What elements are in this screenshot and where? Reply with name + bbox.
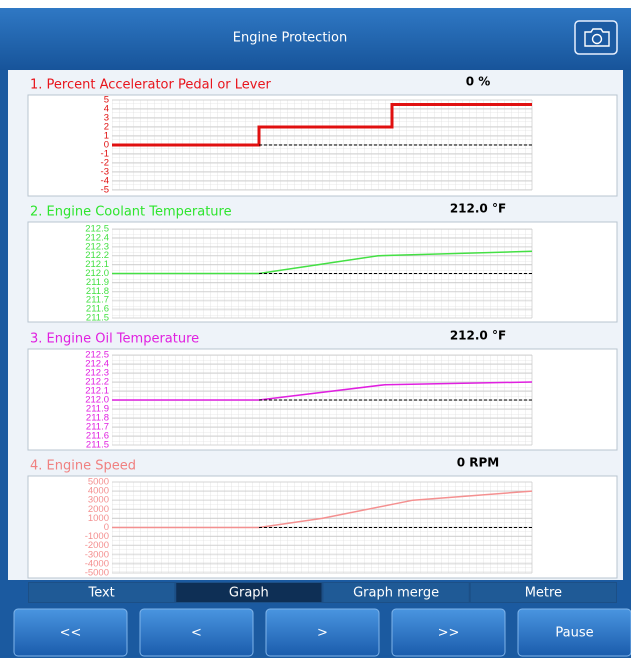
y-tick-label: -5000 — [85, 568, 109, 579]
y-tick-label: 4000 — [88, 486, 109, 497]
button-bg[interactable] — [265, 608, 380, 657]
button-label[interactable]: << — [60, 626, 82, 641]
nav-button[interactable]: << — [13, 608, 128, 657]
tab[interactable]: Graph merge — [323, 583, 469, 602]
data-line — [112, 250, 533, 275]
y-tick-label: 212.5 — [85, 350, 109, 361]
tab-label[interactable]: Graph — [229, 586, 269, 601]
y-tick-label: -5 — [101, 185, 109, 196]
y-tick-label: 1000 — [88, 513, 109, 524]
data-line — [112, 381, 533, 401]
tab[interactable]: Text — [29, 583, 175, 602]
nav-button[interactable]: < — [139, 608, 254, 657]
chart-panel: 1. Percent Accelerator Pedal or Lever 0 %… — [27, 75, 618, 197]
charts: 1. Percent Accelerator Pedal or Lever 0 %… — [27, 75, 618, 579]
readout: 0 RPM — [457, 456, 500, 470]
readout: 212.0 °F — [450, 202, 506, 216]
y-tick-label: -1 — [101, 149, 109, 160]
y-tick-label: 212.4 — [85, 232, 109, 243]
header-title: Engine Protection — [233, 31, 347, 46]
tab[interactable]: Graph — [176, 583, 322, 602]
tab-bg[interactable] — [323, 583, 469, 602]
y-tick-label: 5 — [104, 95, 109, 106]
camera-icon — [584, 28, 610, 47]
y-tick-label: 211.7 — [86, 295, 109, 306]
y-tick-label: 0 — [104, 140, 109, 151]
y-tick-label: 3000 — [88, 495, 109, 506]
y-tick-label: -3 — [101, 167, 109, 178]
y-tick-label: 212.5 — [85, 224, 109, 235]
chart-panel: 3. Engine Oil Temperature 212.0 °F211.521… — [27, 329, 618, 451]
header-bar — [0, 8, 631, 70]
y-tick-label: 211.6 — [86, 304, 109, 315]
y-tick-label: 212.4 — [85, 359, 109, 370]
chart-panel: 2. Engine Coolant Temperature 212.0 °F 211… — [27, 202, 618, 324]
y-tick-label: -2 — [101, 158, 109, 169]
chart-panel: 4. Engine Speed 0 RPM -5000-4000-3000-2000… — [27, 456, 618, 579]
chart-title: 3. Engine Oil Temperature — [30, 332, 199, 347]
y-tick-label: 212.1 — [85, 386, 109, 397]
nav-button[interactable]: > — [265, 608, 380, 657]
y-tick-label: 211.5 — [86, 440, 109, 451]
top-strip — [0, 0, 631, 8]
y-tick-label: 5000 — [88, 477, 109, 488]
button-label[interactable]: >> — [438, 626, 460, 641]
chart-title: 2. Engine Coolant Temperature — [30, 205, 232, 220]
y-tick-label: 212.3 — [85, 368, 109, 379]
y-tick-label: 211.8 — [86, 413, 109, 424]
y-tick-label: 1 — [104, 131, 109, 142]
y-tick-label: 212.0 — [85, 395, 109, 406]
y-tick-label: 211.6 — [86, 431, 109, 442]
chart-title: 1. Percent Accelerator Pedal or Lever — [30, 78, 271, 93]
y-tick-label: -1000 — [85, 531, 109, 542]
chart-title: 4. Engine Speed — [30, 459, 136, 474]
y-tick-label: 211.8 — [86, 286, 109, 297]
y-tick-label: -2000 — [85, 540, 109, 551]
tab-label[interactable]: Text — [87, 586, 114, 601]
tab-bar: Text Graph Graph merge Metre — [28, 582, 617, 603]
y-tick-label: 3 — [104, 113, 109, 124]
data-line — [112, 490, 533, 529]
readout: 212.0 °F — [450, 329, 506, 343]
y-tick-label: 212.2 — [85, 377, 109, 388]
y-tick-label: 211.5 — [86, 313, 109, 324]
button-bg[interactable] — [517, 608, 631, 657]
y-tick-label: 212.3 — [85, 241, 109, 252]
tab-bg[interactable] — [470, 583, 616, 602]
y-tick-label: 0 — [104, 522, 109, 533]
button-bg[interactable] — [13, 608, 128, 657]
y-tick-label: 2000 — [88, 504, 109, 515]
y-tick-label: 2 — [104, 122, 109, 133]
tab-label[interactable]: Metre — [525, 586, 562, 601]
y-tick-label: -3000 — [85, 549, 109, 560]
button-bg[interactable] — [139, 608, 254, 657]
y-tick-label: 211.9 — [86, 277, 109, 288]
button-label[interactable]: Pause — [555, 626, 593, 641]
camera-lens — [591, 33, 603, 45]
y-tick-label: 212.1 — [85, 259, 109, 270]
button-bar: << < > >> Pause — [13, 608, 631, 657]
y-tick-label: 212.0 — [85, 268, 109, 279]
y-tick-label: -4 — [101, 176, 109, 187]
y-tick-label: 4 — [104, 104, 109, 115]
y-tick-label: 212.2 — [85, 250, 109, 261]
tab[interactable]: Metre — [470, 583, 616, 602]
readout: 0 % — [466, 75, 491, 89]
data-line — [112, 103, 532, 147]
tab-bg[interactable] — [29, 583, 175, 602]
y-tick-label: 211.9 — [86, 404, 109, 415]
nav-button[interactable]: >> — [391, 608, 506, 657]
button-bg[interactable] — [391, 608, 506, 657]
button-label[interactable]: < — [191, 626, 202, 641]
nav-button[interactable]: Pause — [517, 608, 631, 657]
y-tick-label: -4000 — [85, 558, 109, 569]
camera-frame[interactable] — [574, 20, 618, 55]
y-tick-label: 211.7 — [86, 422, 109, 433]
button-label[interactable]: > — [317, 626, 328, 641]
tab-active[interactable] — [176, 583, 322, 602]
tab-bar-bg — [28, 582, 617, 603]
tab-label[interactable]: Graph merge — [353, 586, 439, 601]
camera-button[interactable] — [574, 20, 618, 55]
